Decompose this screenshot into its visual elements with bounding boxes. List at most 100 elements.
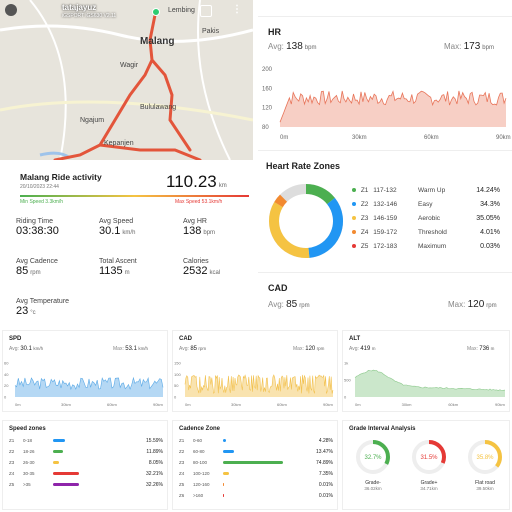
max-value: 53.1 [125, 346, 137, 352]
map-username: tatajayuz [62, 3, 97, 12]
max-speed: Max Speed 53.1km/h [175, 199, 223, 205]
stat-avg-cadence: Avg Cadence 85 rpm [16, 258, 58, 277]
zone-pct: 0.01% [318, 493, 333, 499]
alt-card[interactable]: ALT Avg: 419 m Max: 736 m 1k 500 0 0m 30km 60… [342, 330, 510, 412]
hr-title: HR [268, 27, 281, 37]
spd-card[interactable]: SPD Avg: 30.1 km/h Max: 53.1 km/h 60 40 20… [2, 330, 168, 412]
avatar[interactable] [5, 4, 17, 16]
zone-name: Threshold [418, 229, 447, 236]
cad-title: CAD [268, 283, 288, 293]
map-place-ngajum: Ngajum [80, 117, 105, 124]
max-label: Max: [113, 346, 124, 352]
cad-avg: Avg: 85 rpm [268, 299, 310, 310]
zone-range: 0-18 [23, 438, 33, 443]
zone-dot-icon [352, 216, 356, 220]
max-unit: m [490, 346, 495, 351]
zone-range: 172-183 [373, 243, 398, 250]
max-value: 120 [467, 299, 485, 310]
zone-pct: 15.59% [146, 438, 163, 444]
activity-title: Malang Ride activity [20, 172, 102, 182]
zone-row: Z5 120-160 0.01% [179, 482, 333, 490]
zone-range: 146-159 [373, 215, 398, 222]
xtick: 60km [448, 402, 458, 407]
min-speed: Min Speed 3.3km/h [20, 199, 64, 205]
cad-card[interactable]: CAD Avg: 85 rpm Max: 120 rpm [258, 272, 512, 320]
stat-riding-time: Riding Time 03:38:30 [16, 218, 59, 237]
cadence-zones-title: Cadence Zone [179, 426, 221, 432]
zone-id: Z2 [179, 449, 185, 454]
stat-label: Avg HR [183, 218, 207, 225]
share-icon[interactable] [200, 5, 212, 17]
zone-bar [223, 461, 283, 464]
zone-id: Z4 [9, 471, 15, 476]
zone-pct: 0.01% [318, 482, 333, 488]
route-map[interactable]: tatajayuz iGSPORT iGS630 V2.11 ⋮ Malang … [0, 0, 253, 160]
cad-small-card[interactable]: CAD Avg: 85 rpm Max: 120 rpm 150 100 50 0 0m… [172, 330, 338, 412]
hr-xtick: 90km [496, 135, 511, 141]
hr-card[interactable]: HR Avg: 138 bpm Max: 173 bpm 200 160 120 80 0m… [258, 16, 512, 146]
ytick: 1k [344, 361, 348, 366]
max-unit: km/h [138, 346, 149, 351]
grade-ring: 31.5% [412, 440, 446, 474]
avg-label: Avg: [9, 346, 19, 352]
zone-name: Easy [418, 201, 433, 208]
hr-ytick: 120 [262, 106, 273, 112]
xtick: 0m [355, 402, 361, 407]
stat-label: Riding Time [16, 218, 53, 225]
grade-label: Grade- [365, 480, 381, 486]
svg-text:35.8%: 35.8% [476, 455, 494, 461]
avg-value: 30.1 [20, 346, 32, 352]
cadence-zones-card: Cadence Zone Z1 0-60 4.28% Z2 60-80 13.4… [172, 420, 338, 510]
grade-distance: 34.71km [420, 486, 438, 491]
hr-chart: 200 160 120 80 0m 30km 60km 90km [262, 67, 511, 141]
series-line [184, 374, 334, 395]
zone-bar [223, 494, 224, 497]
zone-pct: 0.03% [480, 243, 500, 250]
avg-value: 85 [286, 299, 298, 310]
ytick: 150 [174, 361, 181, 366]
zone-pct: 34.3% [480, 201, 500, 208]
zone-row: Z4 30-35 32.21% [9, 471, 163, 479]
zone-range: 30-35 [23, 471, 35, 476]
series-line [354, 369, 506, 392]
avg-label: Avg: [179, 346, 189, 352]
alt-title: ALT [349, 336, 361, 342]
max-label: Max: [448, 300, 466, 309]
stat-value: 2532 [183, 265, 208, 277]
speed-gradient-bar [20, 195, 249, 197]
avg-value: 85 [190, 346, 197, 352]
zone-id: Z3 [179, 460, 185, 465]
xtick: 0m [185, 402, 191, 407]
stat-total-ascent: Total Ascent 1135 m [99, 258, 137, 277]
zone-range: 80-100 [193, 460, 208, 465]
hr-xtick: 60km [424, 135, 439, 141]
zone-pct: 4.28% [318, 438, 333, 444]
stat-label: Avg Temperature [16, 298, 70, 305]
hr-zones-card: Heart Rate Zones Z1 117-132 Warm Up 14.2… [258, 150, 512, 268]
activity-date: 20/10/2023 22:44 [20, 184, 59, 190]
stat-value: 23 [16, 305, 29, 317]
stat-label: Avg Speed [99, 218, 134, 225]
ytick: 40 [4, 372, 9, 377]
more-icon[interactable]: ⋮ [232, 4, 242, 15]
donut-slice-z3 [269, 201, 310, 258]
ytick: 0 [344, 395, 347, 400]
alt-chart: 1k 500 0 0m 30km 60km 90km [344, 361, 506, 408]
stat-unit: bpm [203, 230, 216, 236]
stat-unit: km/h [122, 230, 136, 236]
zone-range: 117-132 [373, 187, 397, 194]
map-place-pakis: Pakis [202, 28, 220, 35]
stat-label: Avg Cadence [16, 258, 58, 265]
zone-id: Z5 [179, 482, 185, 487]
distance-unit: km [218, 183, 227, 189]
stat-avg-speed: Avg Speed 30.1 km/h [99, 218, 135, 237]
xtick: 0m [15, 402, 21, 407]
alt-avg: Avg: 419 m [349, 346, 375, 352]
distance-value: 110.23 [166, 172, 217, 191]
avg-value: 419 [360, 346, 371, 352]
zone-bar [53, 461, 60, 464]
max-label: Max: [444, 42, 462, 51]
avg-unit: m [371, 346, 376, 351]
xtick: 60km [277, 402, 287, 407]
zone-dot-icon [352, 202, 356, 206]
